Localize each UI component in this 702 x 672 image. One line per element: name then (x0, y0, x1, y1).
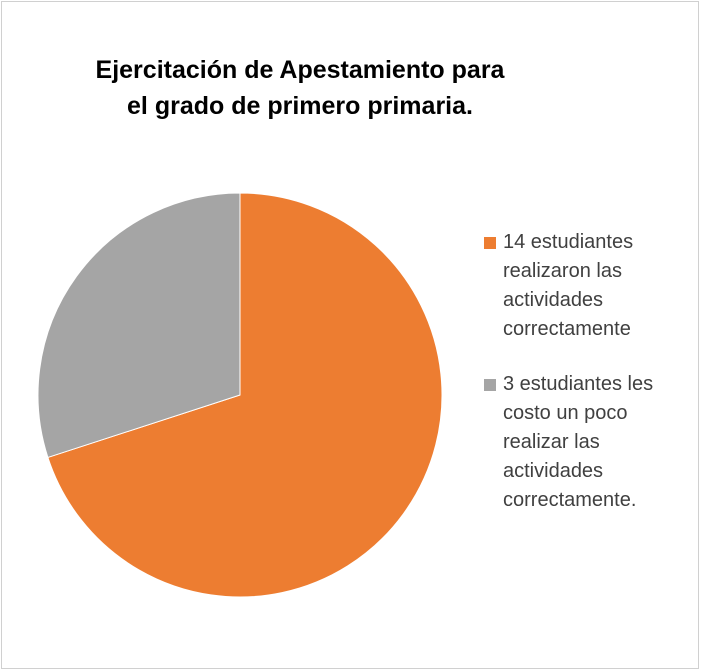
pie-slice (37, 192, 241, 459)
legend-label: 3 estudiantes les costo un poco realizar… (503, 373, 654, 511)
legend-label: 14 estudiantes realizaron las actividade… (503, 231, 634, 340)
legend-entry: 14 estudiantes realizaron las actividade… (484, 228, 694, 344)
pie-slice (47, 192, 443, 598)
legend-swatch (484, 379, 496, 391)
legend: 14 estudiantes realizaron las actividade… (484, 228, 694, 541)
legend-entry: 3 estudiantes les costo un poco realizar… (484, 370, 694, 515)
chart-title: Ejercitación de Apestamiento para el gra… (95, 56, 505, 120)
pie-area (37, 192, 443, 598)
legend-swatch (484, 237, 496, 249)
